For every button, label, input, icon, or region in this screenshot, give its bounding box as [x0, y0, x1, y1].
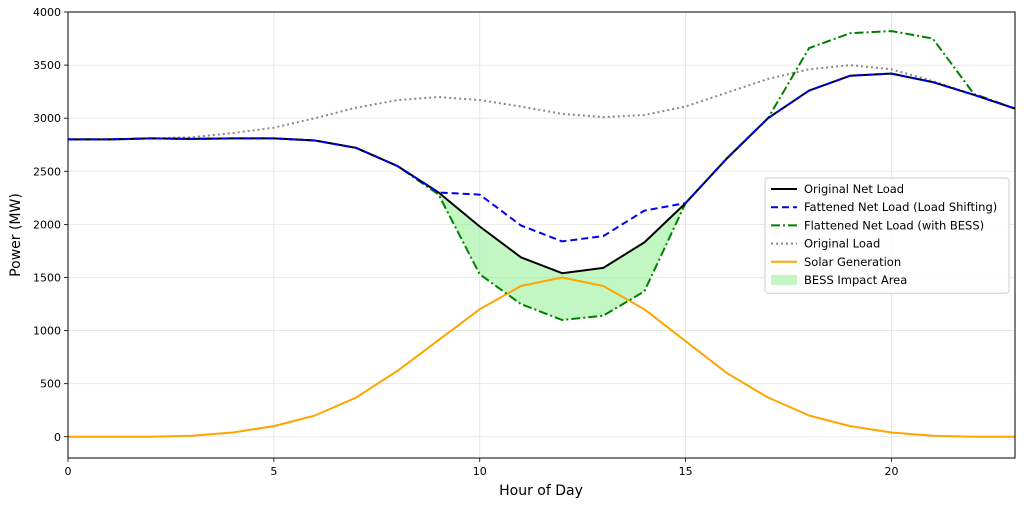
plot-frame	[67, 11, 1016, 459]
y-tick-label: 2500	[33, 165, 61, 178]
y-tick-label: 2000	[33, 218, 61, 231]
x-tick-label: 20	[884, 465, 898, 478]
legend-label-bess-impact-area: BESS Impact Area	[804, 273, 907, 287]
legend: Original Net Load Fattened Net Load (Load…	[764, 177, 1010, 294]
y-tick-label: 500	[40, 378, 61, 391]
legend-label-flattened-net-load-with-bess: Flattened Net Load (with BESS)	[804, 218, 984, 232]
legend-label-fattened-net-load-load-shifting: Fattened Net Load (Load Shifting)	[804, 200, 997, 214]
series-line-solar-generation	[68, 276, 1015, 438]
bess-impact-area-layer	[438, 192, 686, 320]
series-layer	[68, 30, 1016, 438]
y-tick-label: 0	[54, 431, 61, 444]
legend-swatch-bess-impact-area	[771, 275, 797, 285]
bess-impact-area	[438, 192, 686, 320]
y-tick-label: 3000	[33, 112, 61, 125]
axes	[64, 11, 1016, 462]
x-tick-label: 0	[65, 465, 72, 478]
legend-box	[764, 177, 1010, 294]
y-tick-label: 1500	[33, 271, 61, 284]
x-tick-label: 10	[473, 465, 487, 478]
y-tick-label: 4000	[33, 6, 61, 19]
x-tick-label: 5	[270, 465, 277, 478]
y-tick-label: 1000	[33, 325, 61, 338]
x-axis-label: Hour of Day	[499, 483, 583, 499]
series-line-fattened-net-load-load-shifting	[68, 72, 1016, 243]
series-line-original-load	[68, 64, 1016, 141]
legend-label-original-net-load: Original Net Load	[804, 182, 904, 196]
x-tick-label: 15	[679, 465, 693, 478]
legend-label-solar-generation: Solar Generation	[804, 255, 901, 269]
y-tick-label: 3500	[33, 59, 61, 72]
y-axis-label: Power (MW)	[8, 193, 24, 277]
legend-label-original-load: Original Load	[804, 237, 880, 251]
tick-labels: 0 500 1000 1500 2000 2500 3000 3500 4000 0 5 10 15 20	[33, 6, 898, 478]
